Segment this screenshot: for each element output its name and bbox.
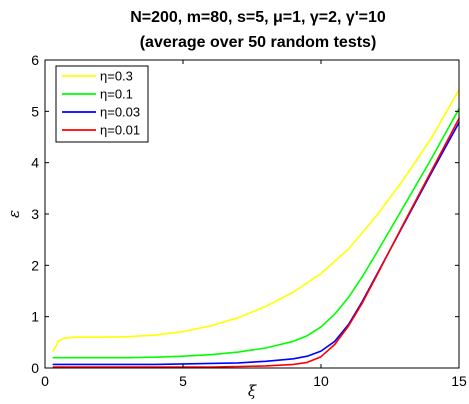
x-axis-label: ξ — [248, 382, 257, 400]
x-tick-label: 15 — [451, 373, 467, 389]
y-tick-label: 2 — [31, 257, 39, 273]
y-tick-label: 0 — [31, 360, 39, 376]
chart-title-line-1: N=200, m=80, s=5, μ=1, γ=2, γ'=10 — [130, 9, 386, 26]
y-tick-label: 6 — [31, 52, 39, 68]
series-line-0 — [52, 89, 460, 352]
y-tick-label: 5 — [31, 103, 39, 119]
legend-label: η=0.01 — [100, 123, 140, 138]
y-tick-label: 1 — [31, 309, 39, 325]
legend-label: η=0.03 — [100, 105, 140, 120]
y-axis-label: ε — [5, 210, 23, 218]
x-tick-label: 5 — [179, 373, 187, 389]
series-line-3 — [52, 117, 460, 368]
x-tick-label: 0 — [41, 373, 49, 389]
x-tick-label: 10 — [313, 373, 329, 389]
legend: η=0.3 η=0.1 η=0.03 η=0.01 — [55, 65, 149, 143]
axis-layer: 0 5 10 15 0 1 2 3 4 5 6 — [31, 52, 467, 389]
series-layer — [52, 89, 460, 368]
plot-frame — [44, 59, 460, 369]
legend-label: η=0.3 — [100, 69, 133, 84]
series-line-1 — [52, 108, 460, 359]
y-tick-label: 3 — [31, 206, 39, 222]
y-tick-label: 4 — [31, 155, 39, 171]
chart-title-line-2: (average over 50 random tests) — [140, 34, 377, 51]
legend-label: η=0.1 — [100, 87, 133, 102]
